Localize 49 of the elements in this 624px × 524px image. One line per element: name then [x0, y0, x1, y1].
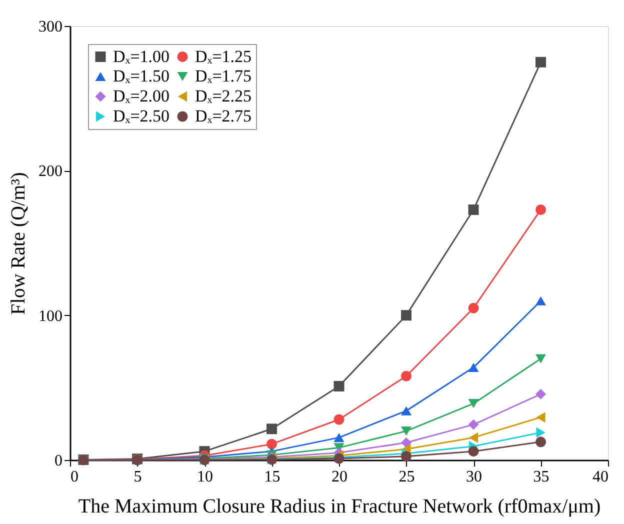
point — [334, 433, 344, 442]
point — [468, 302, 479, 314]
legend-label: Dₓ=1.00 — [113, 46, 170, 66]
point — [266, 438, 277, 450]
legend-label: Dₓ=2.75 — [195, 106, 252, 126]
y-tick-label: 100 — [38, 308, 62, 325]
point — [468, 362, 479, 372]
point — [536, 296, 546, 306]
point — [536, 427, 546, 438]
x-tick-label: 5 — [134, 468, 142, 486]
legend-label: Dₓ=1.75 — [195, 66, 252, 86]
point — [468, 419, 479, 430]
legend-label: Dₓ=1.50 — [113, 66, 170, 86]
x-tick-label: 0 — [70, 468, 78, 486]
point — [468, 446, 479, 457]
x-tick-label: 35 — [533, 468, 550, 486]
point — [536, 436, 546, 448]
point — [334, 380, 344, 392]
point — [468, 399, 479, 408]
point — [401, 310, 412, 321]
point — [401, 426, 412, 436]
x-tick-label: 25 — [398, 468, 415, 486]
point — [536, 204, 546, 215]
point — [536, 388, 546, 400]
y-tick-label: 0 — [54, 452, 62, 470]
point — [536, 412, 546, 423]
x-tick-label: 20 — [332, 468, 348, 486]
x-tick-label: 10 — [197, 468, 213, 486]
point — [536, 56, 546, 68]
point — [401, 406, 412, 416]
x-tick-label: 15 — [264, 468, 280, 486]
x-tick-label: 30 — [466, 468, 482, 486]
point — [468, 432, 478, 443]
x-axis-title: The Maximum Closure Radius in Fracture Network (rf0max/μm) — [78, 496, 601, 518]
point — [536, 354, 546, 364]
x-tick-label: 40 — [592, 468, 608, 486]
point — [401, 451, 412, 462]
y-axis-title: Flow Rate (Q/m³) — [8, 172, 30, 315]
legend-label: Dₓ=1.25 — [195, 46, 252, 66]
point — [468, 204, 479, 215]
legend-label: Dₓ=2.25 — [195, 86, 252, 106]
point — [401, 437, 412, 448]
point — [401, 370, 412, 382]
y-tick-label: 300 — [38, 18, 62, 36]
y-tick-label: 200 — [38, 163, 62, 180]
legend-label: Dₓ=2.50 — [113, 106, 170, 126]
point — [266, 424, 277, 434]
point — [334, 414, 344, 425]
legend-label: Dₓ=2.00 — [113, 86, 170, 106]
